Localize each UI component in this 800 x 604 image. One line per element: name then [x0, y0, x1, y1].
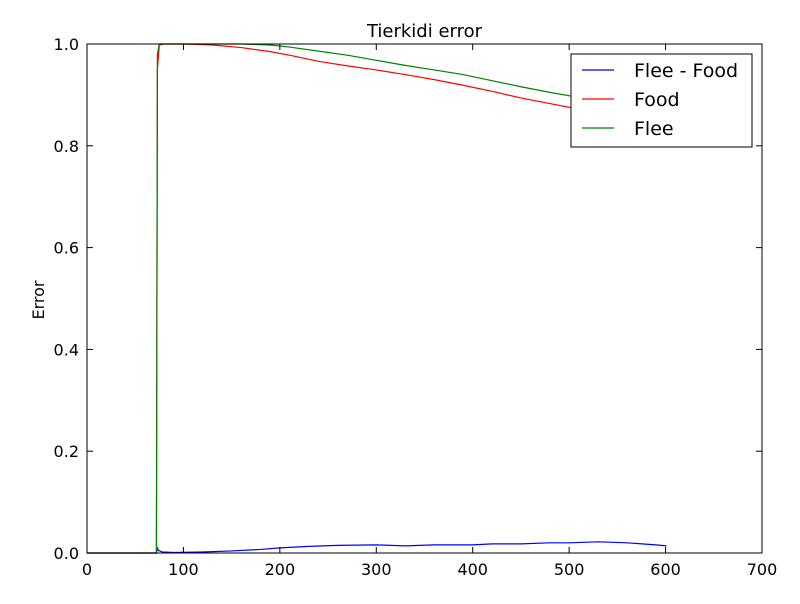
y-tick-label: 0.0 — [54, 544, 79, 563]
x-tick-label: 500 — [554, 560, 585, 579]
x-tick-label: 300 — [361, 560, 392, 579]
plot-frame — [86, 43, 763, 554]
y-tick-label: 1.0 — [54, 35, 79, 54]
x-tick-label: 700 — [747, 560, 778, 579]
x-tick-label: 0 — [82, 560, 92, 579]
legend-label-food: Food — [634, 89, 680, 111]
y-tick-label: 0.2 — [54, 442, 79, 461]
x-tick-label: 600 — [650, 560, 681, 579]
chart-title: Tierkidi error — [366, 21, 483, 42]
x-tick-label: 200 — [265, 560, 296, 579]
legend-label-flee: Flee — [634, 118, 674, 140]
ticks-layer: 0 100 200 300 400 500 600 700 0.0 0.2 0.4 0.6 0.8 1.0 — [54, 35, 778, 579]
y-tick-label: 0.4 — [54, 340, 79, 359]
legend-label-flee-food: Flee - Food — [634, 60, 738, 82]
x-tick-label: 100 — [168, 560, 199, 579]
series-line-flee-food — [87, 541, 667, 554]
y-axis-label: Error — [29, 280, 48, 319]
legend: Flee - Food Food Flee — [570, 53, 753, 148]
y-tick-label: 0.6 — [54, 239, 79, 258]
y-tick-label: 0.8 — [54, 137, 79, 156]
x-tick-label: 400 — [457, 560, 488, 579]
